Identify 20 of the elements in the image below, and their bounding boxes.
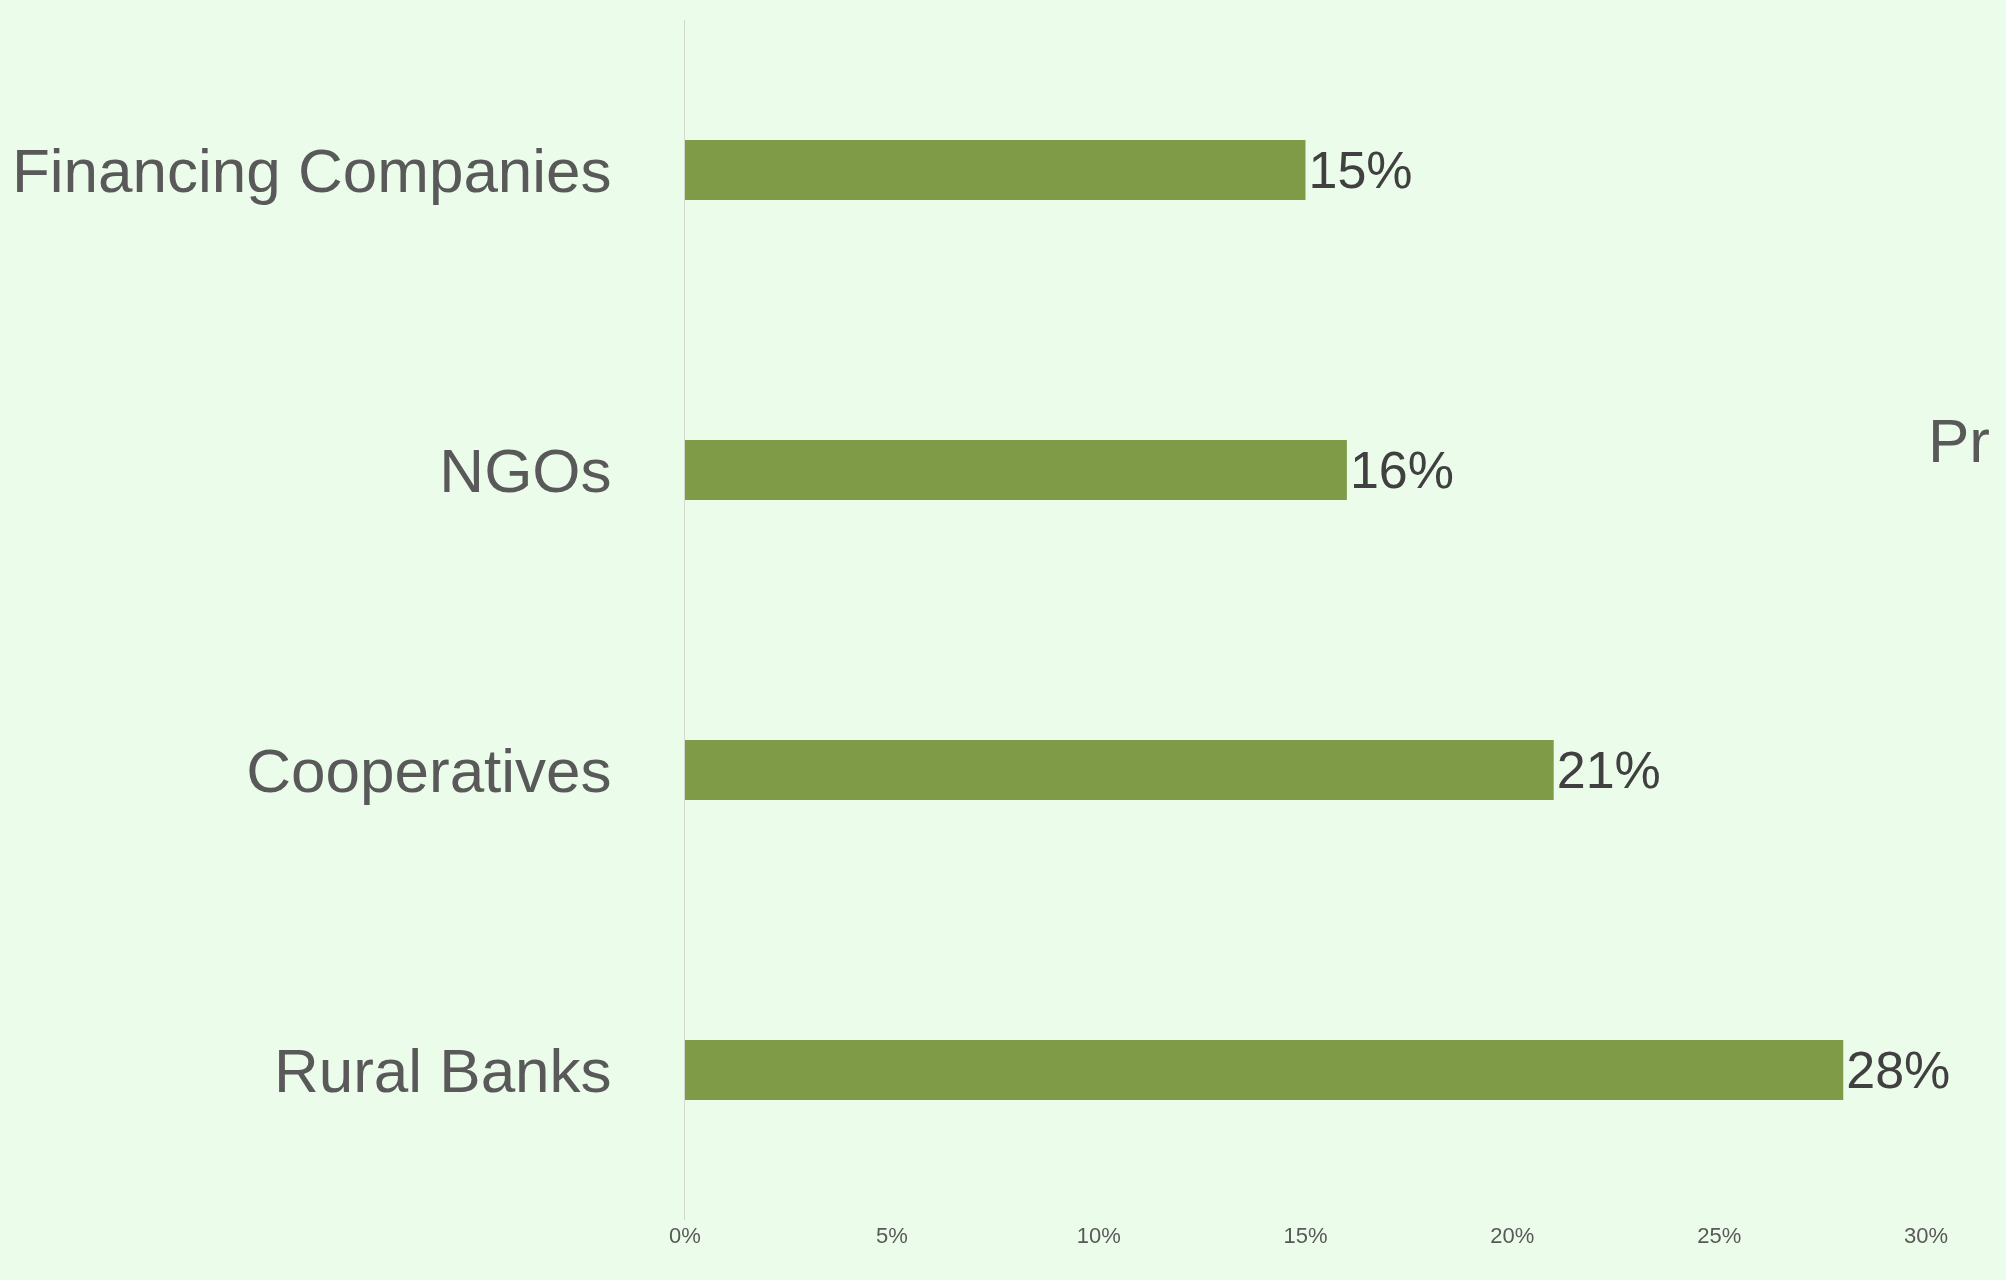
y-tick-label: Financing Companies bbox=[11, 135, 612, 205]
y-tick-label: Cooperatives bbox=[246, 735, 612, 805]
data-label: 28% bbox=[1846, 1041, 1951, 1099]
y-tick-label: NGOs bbox=[439, 435, 612, 505]
x-tick-label: 15% bbox=[1283, 1223, 1328, 1248]
y-tick-label: Rural Banks bbox=[273, 1035, 612, 1105]
x-tick-label: 25% bbox=[1697, 1223, 1742, 1248]
text: Pr bbox=[1928, 406, 1990, 475]
data-label: 16% bbox=[1349, 441, 1454, 499]
bar bbox=[685, 1040, 1844, 1100]
bar bbox=[685, 140, 1306, 200]
data-label: 21% bbox=[1556, 741, 1661, 799]
bar bbox=[685, 440, 1347, 500]
data-label: 15% bbox=[1308, 141, 1413, 199]
bar bbox=[685, 740, 1554, 800]
x-tick-label: 20% bbox=[1490, 1223, 1535, 1248]
x-tick-label: 10% bbox=[1076, 1223, 1121, 1248]
x-tick-label: 0% bbox=[669, 1223, 701, 1248]
x-tick-label: 30% bbox=[1903, 1223, 1949, 1248]
x-tick-label: 5% bbox=[875, 1223, 908, 1248]
